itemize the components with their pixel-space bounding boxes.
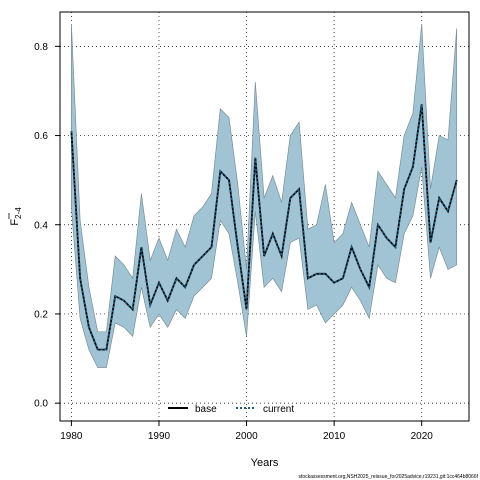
x-axis: 1980 1990 2000 2010 2020 xyxy=(60,421,433,442)
legend: base current xyxy=(168,404,294,415)
y-tick-label: 0.8 xyxy=(34,42,48,53)
x-tick-label: 2000 xyxy=(235,431,258,442)
x-tick-label: 1980 xyxy=(60,431,83,442)
footer-text: stockassessment.org,NSH2025_reissue_for2… xyxy=(298,474,478,480)
x-tick-label: 2010 xyxy=(323,431,346,442)
legend-label-current: current xyxy=(263,404,294,415)
x-tick-label: 1990 xyxy=(148,431,171,442)
y-axis: 0.0 0.2 0.4 0.6 0.8 xyxy=(34,42,60,410)
y-axis-title: F2-4 xyxy=(9,207,23,226)
plot-frame xyxy=(59,11,470,422)
x-axis-title: Years xyxy=(251,457,279,469)
confidence-band xyxy=(71,23,458,368)
y-tick-label: 0.0 xyxy=(34,399,48,410)
y-axis-title-sub: 2-4 xyxy=(14,207,23,219)
y-axis-title-main: F xyxy=(9,219,21,226)
y-tick-label: 0.4 xyxy=(34,220,48,231)
x-tick-label: 2020 xyxy=(411,431,434,442)
legend-label-base: base xyxy=(195,404,217,415)
series-line-current xyxy=(70,104,458,351)
y-tick-label: 0.2 xyxy=(34,309,48,320)
svg-text:F2-4: F2-4 xyxy=(9,207,23,226)
y-tick-label: 0.6 xyxy=(34,131,48,142)
